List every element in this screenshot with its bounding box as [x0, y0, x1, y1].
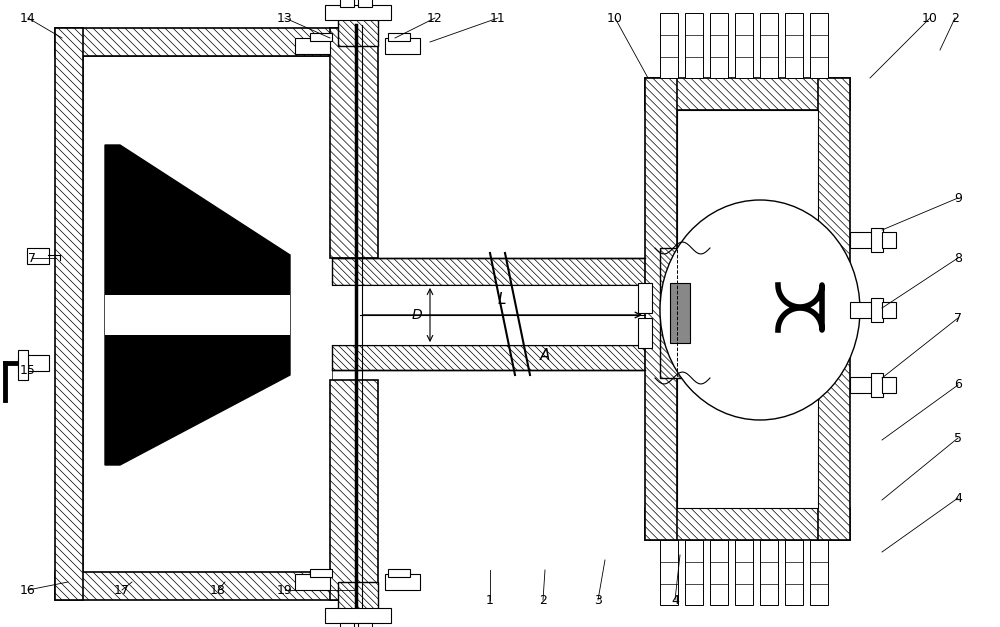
Bar	[340, 623, 354, 627]
Text: 6: 6	[954, 379, 962, 391]
Text: 1: 1	[486, 594, 494, 606]
Polygon shape	[105, 145, 290, 465]
Bar	[310, 33, 332, 41]
Text: 7: 7	[28, 251, 36, 265]
Polygon shape	[332, 258, 645, 285]
Polygon shape	[332, 345, 645, 370]
Text: A: A	[540, 347, 550, 362]
Polygon shape	[645, 508, 850, 540]
Text: 9: 9	[954, 191, 962, 204]
Text: 18: 18	[210, 584, 226, 596]
Bar	[685, 540, 703, 605]
Bar	[871, 373, 883, 397]
Bar	[325, 608, 391, 623]
Bar	[310, 569, 332, 577]
Bar	[760, 13, 778, 78]
Bar	[670, 283, 690, 343]
Bar	[295, 38, 330, 54]
Bar	[882, 302, 896, 318]
Bar	[27, 248, 49, 264]
Polygon shape	[660, 248, 695, 378]
Text: 17: 17	[114, 584, 130, 596]
Bar	[638, 283, 652, 313]
Polygon shape	[818, 78, 850, 540]
Text: 10: 10	[607, 11, 623, 24]
Bar	[882, 232, 896, 248]
Bar	[810, 540, 828, 605]
Bar	[871, 298, 883, 322]
Bar	[83, 56, 332, 572]
Text: 11: 11	[490, 11, 506, 24]
Bar	[388, 33, 410, 41]
Bar	[18, 350, 28, 380]
Text: 13: 13	[277, 11, 293, 24]
Ellipse shape	[660, 200, 860, 420]
Text: 2: 2	[951, 11, 959, 24]
Bar	[850, 302, 872, 318]
Text: L: L	[498, 292, 506, 307]
Bar	[785, 13, 803, 78]
Text: 15: 15	[20, 364, 36, 376]
Polygon shape	[338, 18, 378, 46]
Bar	[340, 0, 354, 7]
Bar	[710, 540, 728, 605]
Polygon shape	[645, 78, 677, 540]
Polygon shape	[332, 28, 360, 228]
Bar	[660, 13, 678, 78]
Bar	[850, 377, 872, 393]
Polygon shape	[330, 380, 378, 600]
Text: D: D	[411, 308, 422, 322]
Text: 5: 5	[954, 431, 962, 445]
Text: 7: 7	[954, 312, 962, 325]
Bar	[785, 540, 803, 605]
Bar	[295, 574, 330, 590]
Text: 3: 3	[594, 594, 602, 606]
Bar	[358, 623, 372, 627]
Bar	[735, 540, 753, 605]
Text: 8: 8	[954, 251, 962, 265]
Bar	[638, 318, 652, 348]
Bar	[18, 358, 28, 368]
Bar	[760, 540, 778, 605]
Bar	[685, 13, 703, 78]
Bar	[385, 38, 420, 54]
Text: 10: 10	[922, 11, 938, 24]
Bar	[710, 13, 728, 78]
Polygon shape	[55, 28, 83, 600]
Bar	[325, 5, 391, 20]
Text: 2: 2	[539, 594, 547, 606]
Bar	[388, 569, 410, 577]
Bar	[810, 13, 828, 78]
Bar	[105, 295, 290, 335]
Text: 19: 19	[277, 584, 293, 596]
Bar	[332, 285, 645, 345]
Text: 12: 12	[427, 11, 443, 24]
Text: 4: 4	[671, 594, 679, 606]
Polygon shape	[338, 582, 378, 610]
Bar	[871, 228, 883, 252]
Bar	[660, 540, 678, 605]
Polygon shape	[55, 28, 360, 56]
Polygon shape	[330, 28, 378, 258]
Polygon shape	[55, 572, 360, 600]
Bar	[358, 0, 372, 7]
Polygon shape	[332, 400, 360, 600]
Text: 16: 16	[20, 584, 36, 596]
Polygon shape	[645, 78, 850, 110]
Polygon shape	[695, 258, 710, 368]
Bar	[385, 574, 420, 590]
Bar	[850, 232, 872, 248]
Bar	[882, 377, 896, 393]
Bar	[27, 355, 49, 371]
Text: 4: 4	[954, 492, 962, 505]
Bar	[735, 13, 753, 78]
Text: 14: 14	[20, 11, 36, 24]
Bar	[677, 110, 818, 508]
